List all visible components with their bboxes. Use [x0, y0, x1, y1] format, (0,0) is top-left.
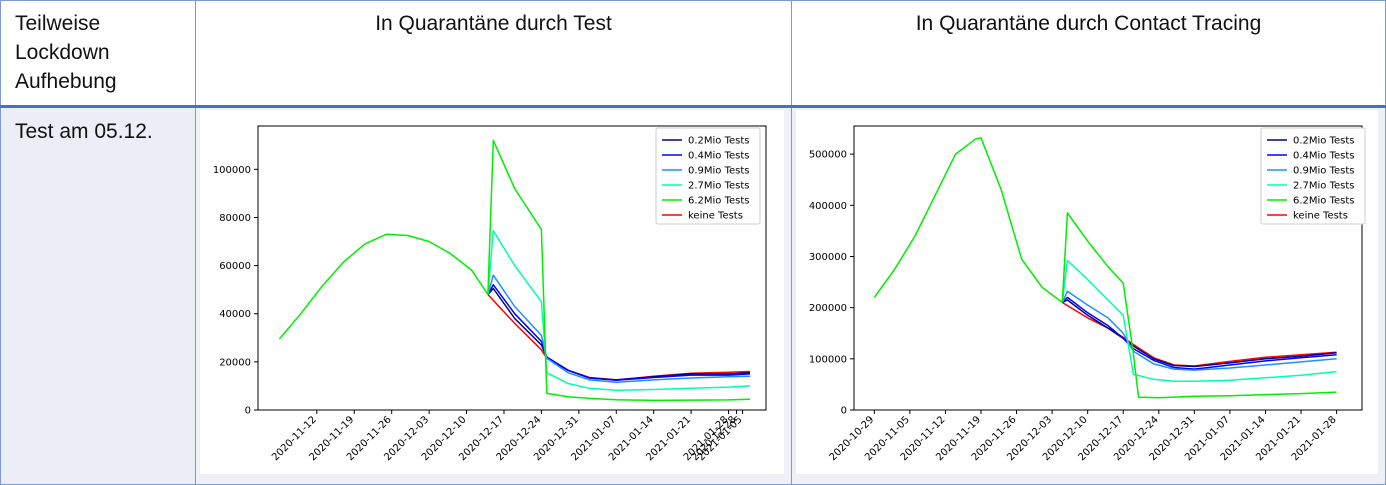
row-label-cell: Test am 05.12. [0, 107, 196, 485]
legend-label: 0.2Mio Tests [1293, 136, 1355, 147]
y-tick-label: 80000 [219, 213, 251, 224]
series-line-keine-tests [487, 293, 751, 381]
series-line-0-4mio-tests [487, 284, 751, 381]
series-line-6-2mio-tests [1061, 212, 1337, 399]
legend-label: 0.4Mio Tests [1293, 151, 1355, 162]
y-tick-label: 40000 [219, 309, 251, 320]
header-cell-scenario: Teilweise Lockdown Aufhebung [0, 0, 196, 107]
chart-contact-tracing-canvas: 0 100000 200000 300000 400000 500000 2020-10-2… [796, 110, 1378, 474]
legend-label: 6.2Mio Tests [1293, 196, 1355, 207]
legend-label: 6.2Mio Tests [688, 196, 750, 207]
header-scenario-line: Teilweise [15, 12, 101, 35]
header-scenario-line: Lockdown [15, 41, 110, 64]
chart-test-canvas: 0 20000 40000 60000 80000 100000 2020-11-12 202… [200, 110, 784, 474]
legend-label: 2.7Mio Tests [688, 181, 750, 192]
chart-test: 0200004000060000800001000002020-11-12202… [213, 125, 767, 463]
legend-label: 0.9Mio Tests [688, 166, 750, 177]
y-tick-label: 500000 [809, 150, 847, 161]
plot-frame [853, 125, 1363, 411]
header-contact-tracing-text: In Quarantäne durch Contact Tracing [915, 12, 1262, 35]
header-scenario-line: Aufhebung [15, 70, 117, 93]
row-label-text: Test am 05.12. [15, 120, 153, 143]
y-tick-label: 100000 [809, 354, 847, 365]
header-separator [0, 105, 1386, 108]
y-tick-label: 300000 [809, 252, 847, 263]
header-test-text: In Quarantäne durch Test [375, 12, 612, 35]
series-line-0-9mio-tests [1061, 290, 1337, 371]
y-tick-label: 20000 [219, 357, 251, 368]
series-line-0-2mio-tests [1061, 299, 1337, 368]
chart-contact-tracing: 01000002000003000004000005000002020-10-2… [809, 125, 1366, 463]
header-cell-test: In Quarantäne durch Test [196, 0, 792, 107]
legend-label: 0.2Mio Tests [688, 136, 750, 147]
series-line-6-2mio-tests [487, 139, 751, 402]
y-tick-label: 400000 [809, 201, 847, 212]
header-scenario-text: Teilweise Lockdown Aufhebung [15, 9, 117, 96]
series-line-common [873, 137, 1063, 304]
chart-cell-test: 0 20000 40000 60000 80000 100000 2020-11-12 202… [196, 107, 792, 485]
y-tick-label: 0 [841, 406, 847, 417]
legend-label: keine Tests [688, 211, 743, 222]
y-tick-label: 0 [245, 406, 251, 417]
legend-label: 0.9Mio Tests [1293, 166, 1355, 177]
series-line-0-9mio-tests [487, 274, 751, 384]
header-cell-contact-tracing: In Quarantäne durch Contact Tracing [792, 0, 1386, 107]
series-line-0-4mio-tests [1061, 296, 1337, 370]
plot-frame [257, 125, 767, 411]
y-tick-label: 200000 [809, 303, 847, 314]
y-tick-label: 100000 [213, 165, 251, 176]
series-line-common [278, 233, 489, 340]
y-tick-label: 60000 [219, 261, 251, 272]
series-line-2-7mio-tests [1061, 259, 1337, 383]
legend-label: keine Tests [1293, 211, 1348, 222]
legend-label: 2.7Mio Tests [1293, 181, 1355, 192]
series-line-0-2mio-tests [487, 287, 751, 381]
legend-label: 0.4Mio Tests [688, 151, 750, 162]
series-line-2-7mio-tests [487, 229, 751, 392]
chart-cell-contact-tracing: 0 100000 200000 300000 400000 500000 2020-10-2… [792, 107, 1386, 485]
